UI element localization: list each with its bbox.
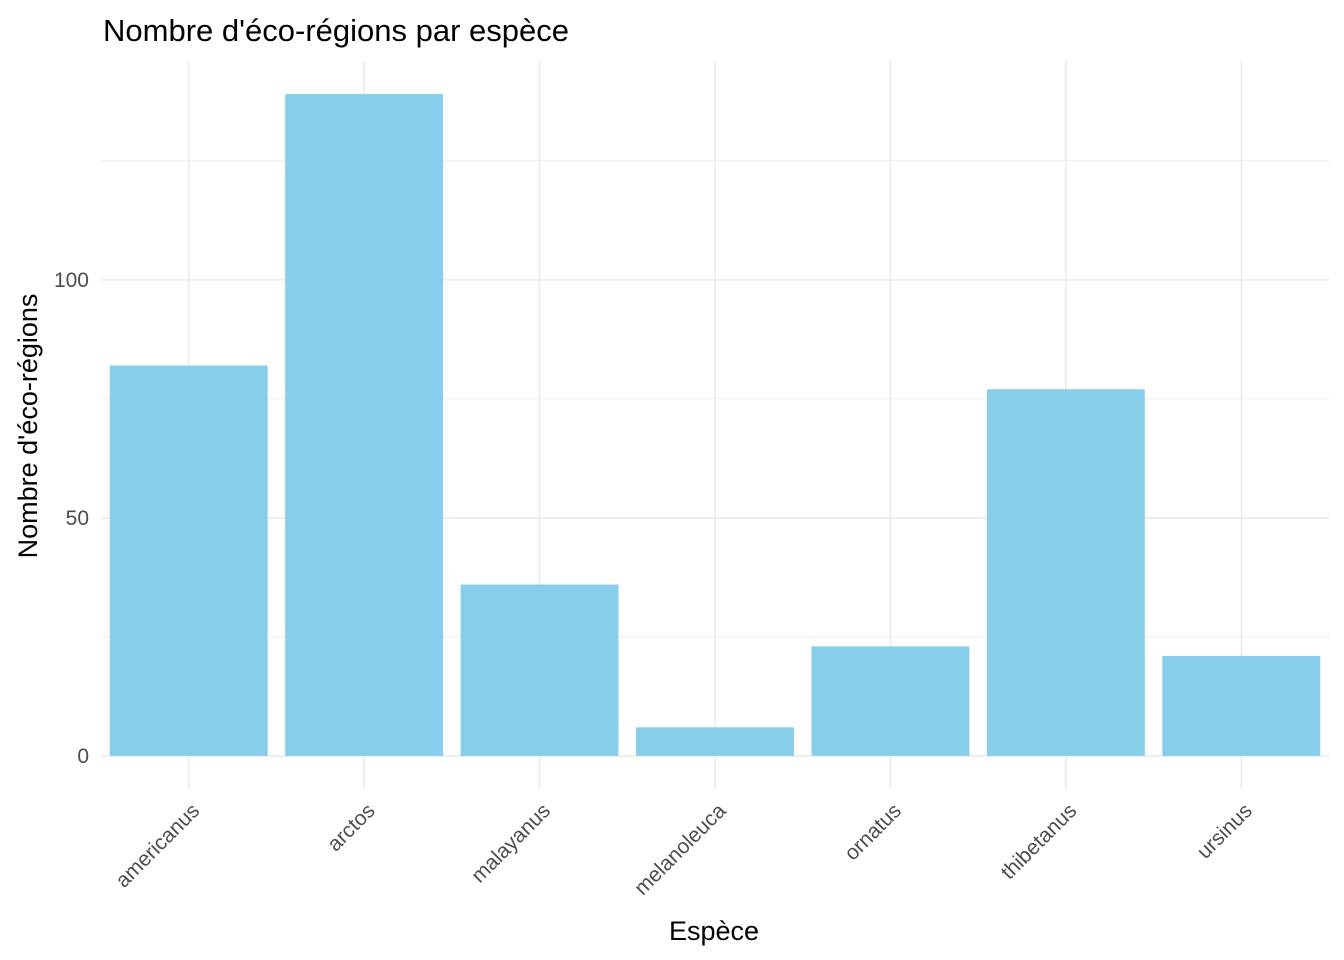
bar-malayanus xyxy=(460,584,619,756)
x-tick-label: thibetanus xyxy=(997,799,1082,884)
x-tick-label: ornatus xyxy=(840,799,906,865)
y-axis-ticks: 0 50 100 xyxy=(54,269,89,768)
bar-ursinus xyxy=(1162,655,1321,756)
x-tick-label: malayanus xyxy=(467,799,555,887)
x-tick-label: ursinus xyxy=(1193,799,1257,863)
x-tick-label: arctos xyxy=(323,799,380,856)
x-axis-title: Espèce xyxy=(669,916,759,946)
x-axis-ticks: americanus arctos malayanus melanoleuca orna… xyxy=(111,799,1257,900)
bars xyxy=(109,94,1321,756)
chart-title: Nombre d'éco-régions par espèce xyxy=(103,13,569,48)
bar-ornatus xyxy=(811,646,970,756)
bar-americanus xyxy=(109,365,268,756)
y-tick-label: 0 xyxy=(77,745,89,768)
x-tick-label: americanus xyxy=(111,799,204,892)
bar-thibetanus xyxy=(986,389,1145,756)
bar-arctos xyxy=(285,94,444,756)
y-axis-title: Nombre d'éco-régions xyxy=(13,294,43,559)
y-tick-label: 100 xyxy=(54,269,89,292)
y-tick-label: 50 xyxy=(66,507,89,530)
x-tick-label: melanoleuca xyxy=(630,799,731,900)
bar-melanoleuca xyxy=(636,727,794,756)
